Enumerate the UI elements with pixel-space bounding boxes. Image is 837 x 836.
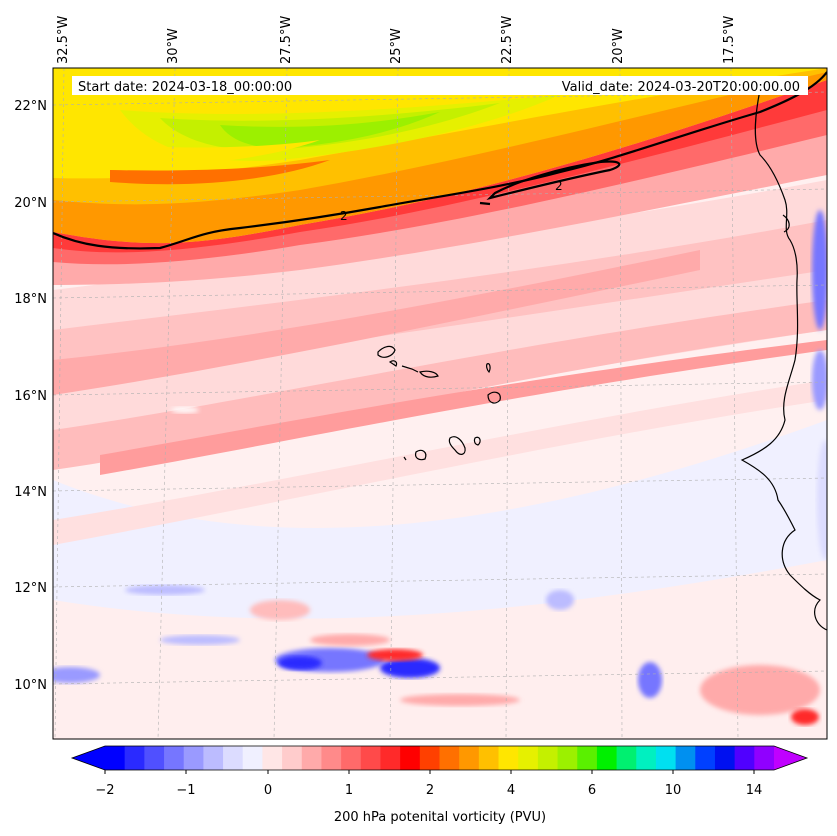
island-brava	[403, 456, 407, 461]
colorbar	[70, 745, 809, 774]
colorbar-ticks: −2 −1 0 1 2 4 6 10 14	[95, 783, 762, 798]
island-sao-vicente	[388, 360, 398, 367]
colorbar-swatch	[557, 746, 578, 770]
colorbar-swatch	[183, 746, 204, 770]
cb-tick-1: −1	[176, 783, 195, 798]
colorbar-swatch	[242, 746, 263, 770]
colorbar-swatch	[223, 746, 244, 770]
cb-tick-4: 2	[426, 783, 434, 798]
colorbar-swatch	[616, 746, 637, 770]
colorbar-swatch	[262, 746, 283, 770]
west-africa-coast	[740, 89, 827, 631]
colorbar-swatch	[754, 746, 775, 770]
island-sao-nicolau	[401, 365, 419, 373]
lon-tick-3: 25°W	[389, 28, 404, 64]
colorbar-swatch	[714, 746, 736, 770]
lon-tick-2: 27.5°W	[279, 16, 294, 64]
colorbar-swatch	[282, 746, 303, 770]
cb-tick-5: 4	[507, 783, 515, 798]
colorbar-swatch	[164, 746, 185, 770]
colorbar-swatch	[478, 746, 500, 770]
colorbar-swatch	[596, 746, 618, 770]
colorbar-swatch	[105, 746, 126, 770]
cb-tick-7: 10	[665, 783, 682, 798]
colorbar-swatch	[675, 746, 696, 770]
cb-tick-3: 1	[345, 783, 353, 798]
lon-tick-0: 32.5°W	[56, 16, 71, 64]
valid-date-label: Valid_date: 2024-03-20T20:00:00.00	[562, 80, 800, 95]
lon-ticks: 32.5°W 30°W 27.5°W 25°W 22.5°W 20°W 17.5…	[56, 16, 737, 64]
lat-tick-3: 16°N	[14, 389, 47, 404]
island-santiago	[448, 436, 466, 455]
cb-tick-0: −2	[95, 783, 114, 798]
colorbar-swatch	[144, 746, 165, 770]
colorbar-swatch	[203, 746, 224, 770]
date-banner	[72, 76, 808, 95]
gridlines	[53, 68, 827, 739]
colorbar-swatch	[321, 746, 342, 770]
lat-tick-2: 18°N	[14, 292, 47, 307]
lat-tick-0: 22°N	[14, 99, 47, 114]
colorbar-swatch	[577, 746, 598, 770]
colorbar-swatch	[695, 746, 716, 770]
start-date-label: Start date: 2024-03-18_00:00:00	[78, 80, 292, 95]
contour-label-2a: 2	[340, 209, 348, 223]
lon-tick-5: 20°W	[611, 28, 626, 64]
colorbar-swatch	[360, 746, 381, 770]
cb-tick-6: 6	[588, 783, 596, 798]
colorbar-swatch	[537, 746, 559, 770]
colorbar-under-arrow	[72, 746, 105, 770]
pv-field	[53, 68, 827, 739]
colorbar-swatch	[459, 746, 480, 770]
lat-tick-6: 10°N	[14, 678, 47, 693]
island-maio	[473, 436, 481, 446]
colorbar-swatch	[380, 746, 401, 770]
lon-tick-1: 30°W	[166, 28, 181, 64]
lat-tick-1: 20°N	[14, 196, 47, 211]
island-santo-antao	[377, 345, 396, 358]
colorbar-swatch	[655, 746, 677, 770]
island-sal	[486, 363, 491, 374]
colorbar-swatch	[419, 746, 440, 770]
colorbar-swatch	[636, 746, 657, 770]
lat-tick-5: 12°N	[14, 581, 47, 596]
coastlines	[377, 89, 827, 631]
lon-tick-6: 17.5°W	[722, 16, 737, 64]
colorbar-swatch	[301, 746, 322, 770]
lon-tick-4: 22.5°W	[500, 16, 515, 64]
colorbar-swatch	[439, 746, 460, 770]
colorbar-swatch	[124, 746, 145, 770]
colorbar-over-arrow	[774, 746, 807, 770]
colorbar-swatch	[734, 746, 755, 770]
contour-label-2b: 2	[555, 179, 563, 193]
colorbar-swatch	[498, 746, 519, 770]
colorbar-swatch	[518, 746, 539, 770]
lat-tick-4: 14°N	[14, 485, 47, 500]
plot-frame	[52, 67, 828, 740]
cb-tick-2: 0	[264, 783, 272, 798]
cb-tick-8: 14	[746, 783, 763, 798]
pv-2-contour	[53, 71, 827, 250]
lat-ticks: 22°N 20°N 18°N 16°N 14°N 12°N 10°N	[14, 99, 47, 693]
island-boa-vista	[487, 391, 501, 404]
colorbar-swatch	[400, 746, 421, 770]
colorbar-swatch	[341, 746, 362, 770]
island-fogo	[414, 449, 427, 461]
colorbar-label: 200 hPa potenital vorticity (PVU)	[334, 810, 546, 825]
